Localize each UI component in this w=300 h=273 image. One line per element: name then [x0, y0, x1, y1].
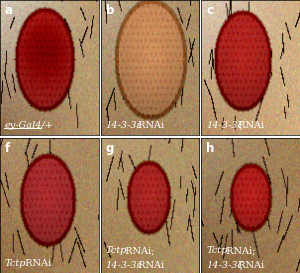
Text: RNAi: RNAi	[135, 261, 164, 270]
Text: RNAi;: RNAi;	[223, 247, 255, 256]
Text: Tctp: Tctp	[5, 259, 26, 268]
Text: RNAi: RNAi	[235, 261, 264, 270]
Text: h: h	[206, 142, 214, 155]
Text: RNAi: RNAi	[135, 121, 164, 130]
Text: g: g	[106, 142, 114, 155]
Text: Tctp: Tctp	[106, 247, 127, 256]
Text: f: f	[5, 142, 10, 155]
Text: c: c	[206, 4, 213, 17]
Text: RNAi;: RNAi;	[122, 247, 154, 256]
Text: a: a	[5, 4, 13, 17]
Text: RNAi: RNAi	[22, 259, 51, 268]
Text: 14-3-3ζ: 14-3-3ζ	[206, 121, 243, 130]
Text: Tctp: Tctp	[206, 247, 228, 256]
Text: 14-3-3ε: 14-3-3ε	[106, 121, 142, 130]
Text: ey-Gal4/+: ey-Gal4/+	[5, 121, 54, 130]
Text: 14-3-3ζ: 14-3-3ζ	[206, 261, 243, 270]
Text: b: b	[106, 4, 114, 17]
Text: 14-3-3ε: 14-3-3ε	[106, 261, 142, 270]
Text: RNAi: RNAi	[235, 121, 264, 130]
